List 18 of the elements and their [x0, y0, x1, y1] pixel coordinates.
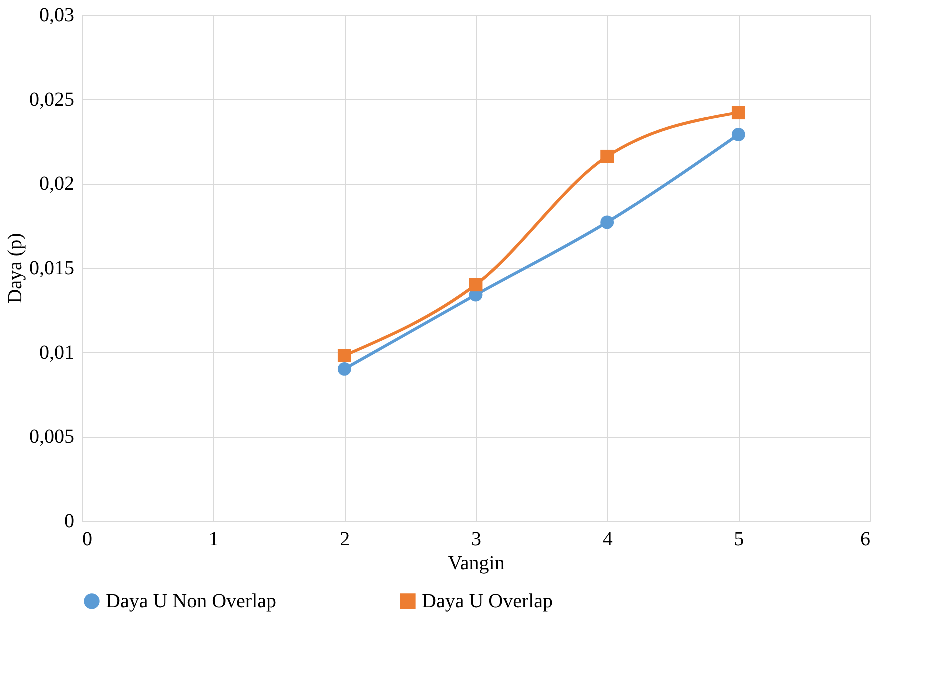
- legend-label: Daya U Overlap: [422, 590, 554, 612]
- legend-label: Daya U Non Overlap: [106, 590, 276, 612]
- x-tick-label: 1: [208, 528, 219, 550]
- y-tick-label: 0,015: [30, 258, 74, 280]
- x-axis-title: Vangin: [448, 552, 505, 574]
- x-tick-label: 4: [602, 528, 613, 550]
- y-tick-label: 0,03: [40, 4, 74, 26]
- y-tick-label: 0,01: [40, 342, 74, 364]
- y-tick-label: 0,005: [30, 426, 74, 448]
- x-tick-label: 6: [860, 528, 870, 550]
- x-tick-label: 0: [82, 528, 92, 550]
- y-tick-label: 0,025: [30, 88, 74, 111]
- y-axis-title: Daya (p): [4, 233, 26, 304]
- x-tick-label: 2: [340, 528, 350, 550]
- x-tick-label: 3: [472, 528, 482, 550]
- y-tick-label: 0,02: [40, 173, 74, 196]
- y-tick-label: 0: [64, 510, 74, 532]
- x-tick-label: 5: [734, 528, 744, 550]
